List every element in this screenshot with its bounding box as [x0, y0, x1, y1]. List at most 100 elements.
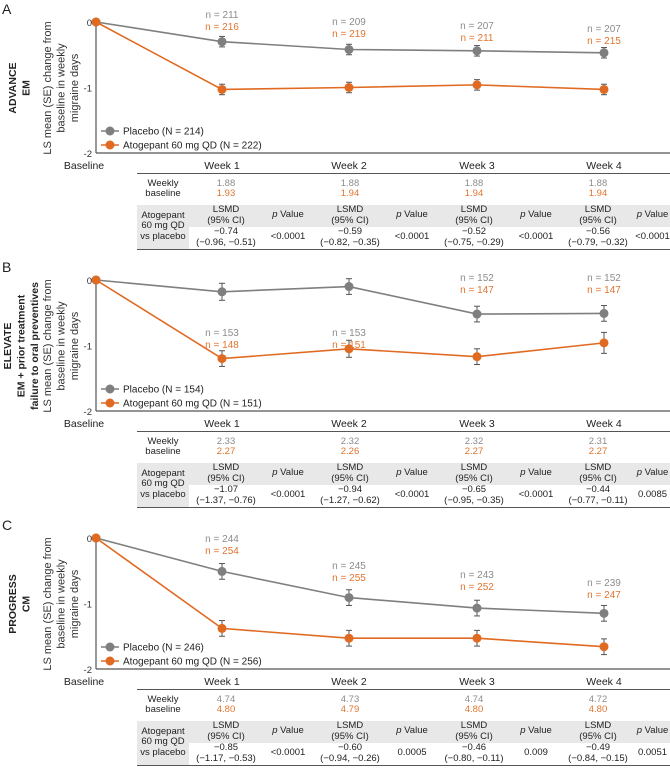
- placebo-baseline: 4.74: [464, 693, 484, 705]
- x-tick-label: Week 2: [331, 160, 367, 172]
- label-line: 60 mg QD: [141, 220, 185, 232]
- results-table: Weekly baseline 1.88 1.93 1.88 1.94 1.88 1.94 1.…: [137, 173, 670, 250]
- header-row: LSMD (95% CI) p Value LSMD (95% CI) p Value LS…: [137, 204, 670, 227]
- p-value: <0.0001: [394, 231, 430, 243]
- p-value: 0.0005: [397, 747, 427, 759]
- lsmd-header: LSMD (95% CI): [189, 462, 263, 485]
- x-tick-label: Week 1: [204, 160, 240, 172]
- placebo-n-label: n = 209: [332, 17, 366, 28]
- x-tick-label: Week 2: [331, 676, 367, 688]
- y-tick-label: -1: [84, 600, 92, 611]
- header-row: LSMD (95% CI) p Value LSMD (95% CI) p Value LS…: [137, 720, 670, 743]
- p-italic: p: [272, 467, 278, 479]
- p-value-header: p Value: [511, 721, 561, 743]
- p-value-header-text: p Value: [272, 210, 304, 221]
- spacer: [511, 690, 561, 720]
- comparison-label: Atogepant 60 mg QD vs placebo: [137, 720, 189, 765]
- atogepant-baseline: 4.79: [340, 704, 360, 715]
- placebo-baseline: 2.32: [464, 435, 484, 447]
- placebo-n-label: n = 152: [460, 273, 494, 284]
- study-label: EM + prior treatment: [16, 294, 28, 397]
- atogepant-point: [472, 352, 482, 362]
- placebo-point: [344, 593, 354, 603]
- p-value-header: p Value: [511, 205, 561, 227]
- p-rest: Value: [642, 725, 669, 737]
- x-tick-label: Week 4: [586, 676, 622, 688]
- lsmd-value: −0.74 (−0.96, −0.51): [189, 226, 263, 249]
- placebo-point: [217, 37, 227, 47]
- p-value-header-text: p Value: [520, 210, 552, 221]
- panel-letter: A: [2, 1, 12, 17]
- ci: (−0.80, −0.11): [444, 752, 504, 764]
- panel-letter: C: [2, 517, 12, 533]
- p-value-header: p Value: [635, 721, 670, 743]
- x-tick-label: Week 1: [204, 676, 240, 688]
- ci: (−0.84, −0.15): [568, 752, 628, 764]
- y-tick-label: 0: [87, 276, 92, 287]
- spacer: [387, 432, 437, 462]
- p-value: 0.009: [524, 747, 548, 759]
- placebo-n-label: n = 207: [587, 24, 621, 35]
- legend-marker: [105, 140, 115, 150]
- lsmd-value: −0.65 (−0.95, −0.35): [437, 484, 511, 507]
- p-italic: p: [272, 725, 278, 737]
- legend-label: Atogepant 60 mg QD (N = 256): [123, 657, 262, 668]
- atogepant-n-label: n = 247: [587, 590, 621, 601]
- placebo-n-label: n = 153: [205, 328, 239, 339]
- y-tick-label: 0: [87, 18, 92, 29]
- legend-label: Placebo (N = 154): [123, 385, 204, 396]
- lsmd-value: −0.59 (−0.82, −0.35): [313, 226, 387, 249]
- lsmd-value: −0.60 (−0.94, −0.26): [313, 742, 387, 765]
- p-rest: Value: [525, 467, 552, 479]
- atogepant-baseline: 1.94: [340, 188, 360, 199]
- x-tick-label: Baseline: [64, 676, 104, 688]
- lsmd-header: LSMD (95% CI): [437, 204, 511, 227]
- placebo-n-label: n = 211: [206, 10, 239, 21]
- x-tick-label: Week 3: [459, 418, 495, 430]
- weekly-baseline-values: 2.33 2.27: [189, 432, 263, 462]
- atogepant-n-label: n = 215: [587, 36, 621, 47]
- atogepant-baseline: 1.93: [216, 188, 236, 199]
- lsmd-header: LSMD (95% CI): [189, 204, 263, 227]
- lsmd-header-line: (95% CI): [579, 214, 617, 226]
- atogepant-point: [91, 533, 101, 543]
- x-tick-label: Week 1: [204, 418, 240, 430]
- placebo-baseline: 1.88: [340, 177, 360, 189]
- weekly-baseline-label: Weekly baseline: [137, 174, 189, 204]
- lsmd-header: LSMD (95% CI): [437, 720, 511, 743]
- p-italic: p: [272, 209, 278, 221]
- atogepant-baseline: 2.27: [216, 446, 236, 457]
- weekly-baseline-values: 4.72 4.80: [561, 690, 635, 720]
- p-italic: p: [520, 209, 526, 221]
- p-value-header: p Value: [511, 463, 561, 485]
- lsmd-header-line: LSMD: [336, 720, 364, 731]
- placebo-n-label: n = 245: [332, 561, 366, 572]
- placebo-baseline: 4.72: [588, 693, 608, 705]
- atogepant-point: [217, 354, 227, 364]
- lsmd-header-line: (95% CI): [579, 730, 617, 742]
- atogepant-n-label: n = 211: [461, 33, 494, 44]
- lsmd-value: −0.52 (−0.75, −0.29): [437, 226, 511, 249]
- ci: (−1.37, −0.76): [196, 494, 256, 506]
- atogepant-n-label: n = 219: [332, 29, 366, 40]
- p-italic: p: [636, 467, 643, 479]
- label-line: 60 mg QD: [141, 736, 185, 748]
- lsmd-header: LSMD (95% CI): [313, 720, 387, 743]
- p-italic: p: [520, 467, 526, 479]
- p-value: <0.0001: [518, 231, 554, 243]
- label-line: baseline: [145, 446, 181, 457]
- p-rest: Value: [525, 209, 552, 221]
- placebo-point: [599, 308, 609, 318]
- lsmd-header-line: LSMD: [460, 720, 488, 731]
- p-italic: p: [636, 209, 643, 221]
- lsmd-header-line: LSMD: [336, 462, 364, 473]
- p-value-header: p Value: [387, 205, 437, 227]
- atogepant-n-label: n = 148: [205, 340, 239, 351]
- p-value-header-text: p Value: [396, 726, 428, 737]
- p-value: <0.0001: [394, 489, 430, 501]
- lsmd-value: −0.44 (−0.77, −0.11): [561, 484, 635, 507]
- atogepant-point: [472, 633, 482, 643]
- lsmd-header-line: (95% CI): [579, 472, 617, 484]
- x-tick-label: Week 2: [331, 418, 367, 430]
- weekly-baseline-values: 2.32 2.27: [437, 432, 511, 462]
